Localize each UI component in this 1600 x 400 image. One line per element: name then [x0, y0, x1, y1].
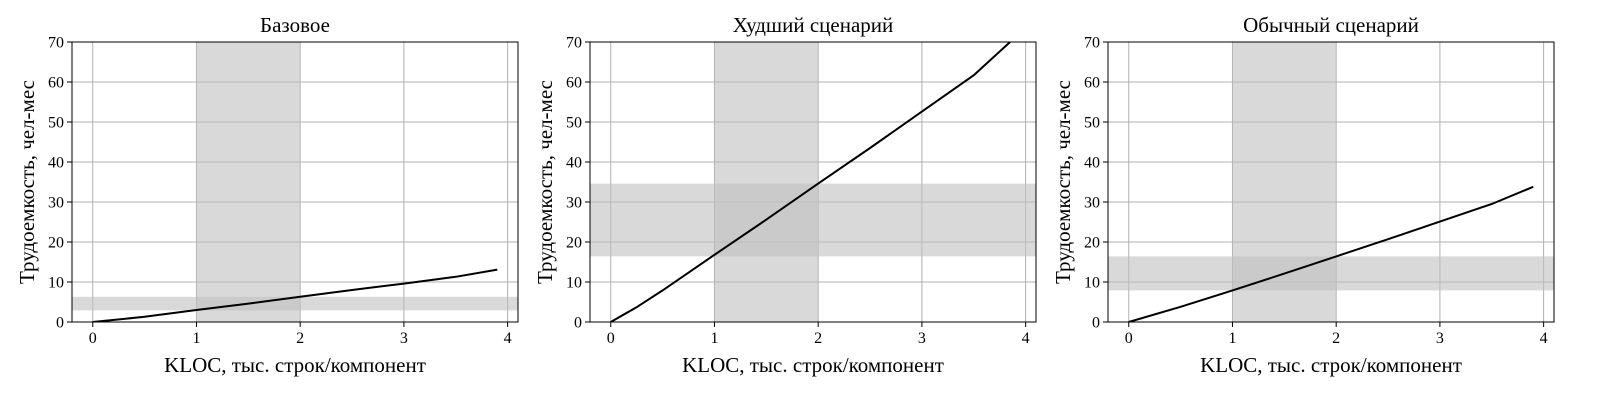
horizontal-highlight-band	[1108, 256, 1554, 291]
axes-frame	[71, 41, 519, 323]
x-tick-label: 4	[1022, 330, 1030, 347]
vertical-highlight-band	[714, 42, 819, 322]
x-tick-label: 1	[192, 330, 200, 347]
y-tick-label: 20	[566, 235, 582, 252]
y-tick-label: 0	[574, 315, 582, 332]
y-tick-label: 30	[1084, 195, 1100, 212]
x-tick-label: 3	[1436, 330, 1444, 347]
y-tick-label: 70	[566, 35, 582, 52]
y-tick-label: 20	[48, 235, 64, 252]
y-tick-label: 50	[566, 115, 582, 132]
x-tick-label: 0	[607, 330, 615, 347]
chart-panel-base: Базовое KLOC, тыс. строк/компонент Трудо…	[15, 13, 519, 377]
y-tick-label: 60	[566, 75, 582, 92]
x-axis-label: KLOC, тыс. строк/компонент	[1200, 353, 1462, 377]
x-tick-label: 2	[814, 330, 822, 347]
y-tick-label: 70	[1084, 35, 1100, 52]
y-tick-label: 60	[1084, 75, 1100, 92]
plot-area	[72, 42, 518, 322]
x-axis-label: KLOC, тыс. строк/компонент	[682, 353, 944, 377]
x-tick-label: 0	[89, 330, 97, 347]
x-tick-label: 4	[504, 330, 512, 347]
y-tick-label: 10	[48, 275, 64, 292]
horizontal-highlight-band	[590, 183, 1036, 257]
series-line	[92, 268, 498, 322]
series-line	[610, 42, 1011, 322]
x-tick-label: 4	[1540, 330, 1548, 347]
axes-frame	[1107, 41, 1555, 323]
axes-frame	[589, 41, 1037, 323]
plot-area	[590, 42, 1036, 322]
y-tick-label: 50	[1084, 115, 1100, 132]
series-line	[1128, 185, 1534, 322]
x-axis-label: KLOC, тыс. строк/компонент	[164, 353, 426, 377]
y-tick-label: 20	[1084, 235, 1100, 252]
y-axis-label: Трудоемкость, чел-мес	[1051, 80, 1075, 284]
y-tick-label: 70	[48, 35, 64, 52]
x-tick-label: 1	[1228, 330, 1236, 347]
y-tick-label: 50	[48, 115, 64, 132]
x-tick-label: 3	[918, 330, 926, 347]
chart-title: Обычный сценарий	[1243, 13, 1419, 37]
x-tick-label: 2	[1332, 330, 1340, 347]
y-tick-label: 40	[1084, 155, 1100, 172]
y-tick-label: 30	[566, 195, 582, 212]
chart-panel-typical: Обычный сценарий KLOC, тыс. строк/компон…	[1051, 13, 1555, 377]
chart-title: Худший сценарий	[733, 13, 894, 37]
chart-title: Базовое	[260, 13, 330, 37]
x-tick-label: 2	[296, 330, 304, 347]
y-tick-label: 40	[566, 155, 582, 172]
x-tick-label: 1	[710, 330, 718, 347]
y-tick-label: 60	[48, 75, 64, 92]
vertical-highlight-band	[196, 42, 301, 322]
x-tick-label: 0	[1125, 330, 1133, 347]
y-axis-label: Трудоемкость, чел-мес	[15, 80, 39, 284]
x-tick-label: 3	[400, 330, 408, 347]
y-tick-label: 10	[566, 275, 582, 292]
plot-area	[1108, 42, 1554, 322]
y-tick-label: 10	[1084, 275, 1100, 292]
y-tick-label: 40	[48, 155, 64, 172]
horizontal-highlight-band	[72, 296, 518, 311]
chart-panel-worst: Худший сценарий KLOC, тыс. строк/компоне…	[533, 13, 1037, 377]
y-tick-label: 0	[1092, 315, 1100, 332]
y-tick-label: 0	[56, 315, 64, 332]
y-tick-label: 30	[48, 195, 64, 212]
y-axis-label: Трудоемкость, чел-мес	[533, 80, 557, 284]
